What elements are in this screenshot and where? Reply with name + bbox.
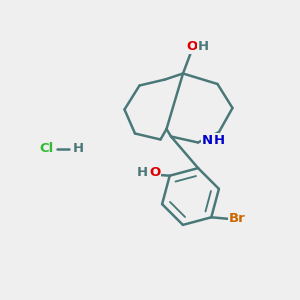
Text: Br: Br	[229, 212, 246, 225]
Text: H: H	[198, 40, 209, 53]
Text: O: O	[186, 40, 198, 53]
Text: H: H	[213, 134, 225, 148]
Text: H: H	[137, 166, 148, 179]
Text: O: O	[149, 166, 160, 179]
Text: N: N	[202, 134, 213, 148]
Text: Cl: Cl	[39, 142, 54, 155]
Text: H: H	[72, 142, 84, 155]
